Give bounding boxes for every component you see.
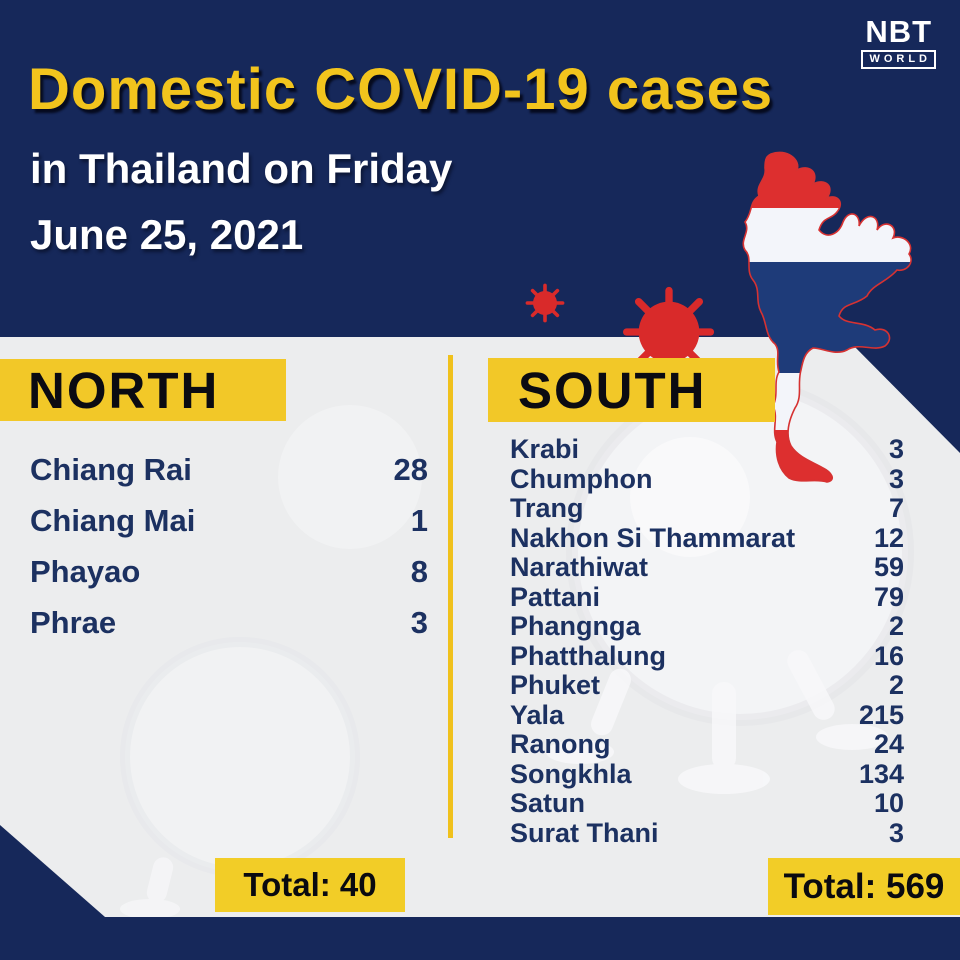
table-row: Nakhon Si Thammarat 12 [510,522,904,554]
province-cases: 79 [873,581,904,612]
province-name: Trang [510,493,584,524]
province-cases: 3 [888,463,904,494]
province-name: Phrae [30,604,117,640]
province-cases: 215 [858,699,904,730]
province-name: Surat Thani [510,817,659,848]
province-name: Satun [510,788,586,819]
province-cases: 3 [888,434,904,465]
table-row: Narathiwat 59 [510,552,904,583]
south-total-badge: Total: 569 [768,858,960,915]
province-cases: 1 [410,502,428,538]
table-row: Songkhla 134 [510,758,904,790]
province-name: Phayao [30,553,141,589]
province-cases: 12 [873,522,904,553]
province-cases: 10 [873,788,904,819]
nbt-world-logo: NBT WORLD [861,14,936,70]
province-name: Chumphon [510,463,653,494]
table-row: Krabi 3 [510,434,904,465]
province-name: Chiang Mai [30,502,196,538]
table-row: Chiang Rai 28 [30,444,428,495]
table-row: Chumphon 3 [510,463,904,495]
logo-text: NBT [865,14,933,49]
table-row: Phatthalung 16 [510,640,904,672]
province-name: Narathiwat [510,552,649,583]
total-label: Total: 40 [243,866,377,903]
province-cases: 2 [888,670,904,701]
page-title: Domestic COVID-19 cases [28,57,774,122]
province-cases: 24 [873,729,904,760]
province-cases: 8 [410,553,428,589]
province-name: Ranong [510,729,611,760]
table-row: Ranong 24 [510,729,904,760]
north-total-badge: Total: 40 [215,858,405,912]
virus-watermark [120,378,914,917]
province-name: Phatthalung [510,640,666,671]
table-row: Phayao 8 [30,546,428,597]
province-cases: 134 [858,758,904,789]
table-row: Phrae 3 [30,597,428,648]
total-label: Total: 569 [783,866,945,906]
region-label: SOUTH [518,361,707,419]
column-divider [448,355,453,838]
province-name: Chiang Rai [30,451,192,487]
province-cases: 7 [888,493,904,524]
region-label: NORTH [28,361,220,419]
province-name: Yala [510,699,565,730]
province-cases: 3 [888,817,904,848]
province-cases: 3 [410,604,428,640]
table-row: Trang 7 [510,493,904,524]
region-header-north: NORTH [0,359,286,421]
province-cases: 2 [888,611,904,642]
table-row: Phangnga 2 [510,611,904,642]
thailand-flag-map [727,150,917,485]
province-name: Krabi [510,434,580,465]
region-header-south: SOUTH [488,358,775,422]
content-panel [0,337,960,917]
south-province-list: Krabi 3 Chumphon 3 Trang 7 Nakhon Si Tha… [510,434,904,849]
logo-subtext: WORLD [861,50,936,70]
table-row: Yala 215 [510,699,904,731]
province-cases: 59 [873,552,904,583]
table-row: Pattani 79 [510,581,904,613]
table-row: Surat Thani 3 [510,817,904,849]
table-row: Phuket 2 [510,670,904,701]
virus-icon [525,283,565,323]
table-row: Satun 10 [510,788,904,819]
province-name: Nakhon Si Thammarat [510,522,796,553]
north-province-list: Chiang Rai 28 Chiang Mai 1 Phayao 8 Phra… [30,444,428,648]
province-cases: 16 [873,640,904,671]
province-cases: 28 [393,451,428,487]
page-date: June 25, 2021 [30,211,304,258]
table-row: Chiang Mai 1 [30,495,428,546]
page-subtitle: in Thailand on Friday [30,145,453,192]
province-name: Phuket [510,670,601,701]
province-name: Songkhla [510,758,632,789]
province-name: Phangnga [510,611,641,642]
province-name: Pattani [510,581,601,612]
